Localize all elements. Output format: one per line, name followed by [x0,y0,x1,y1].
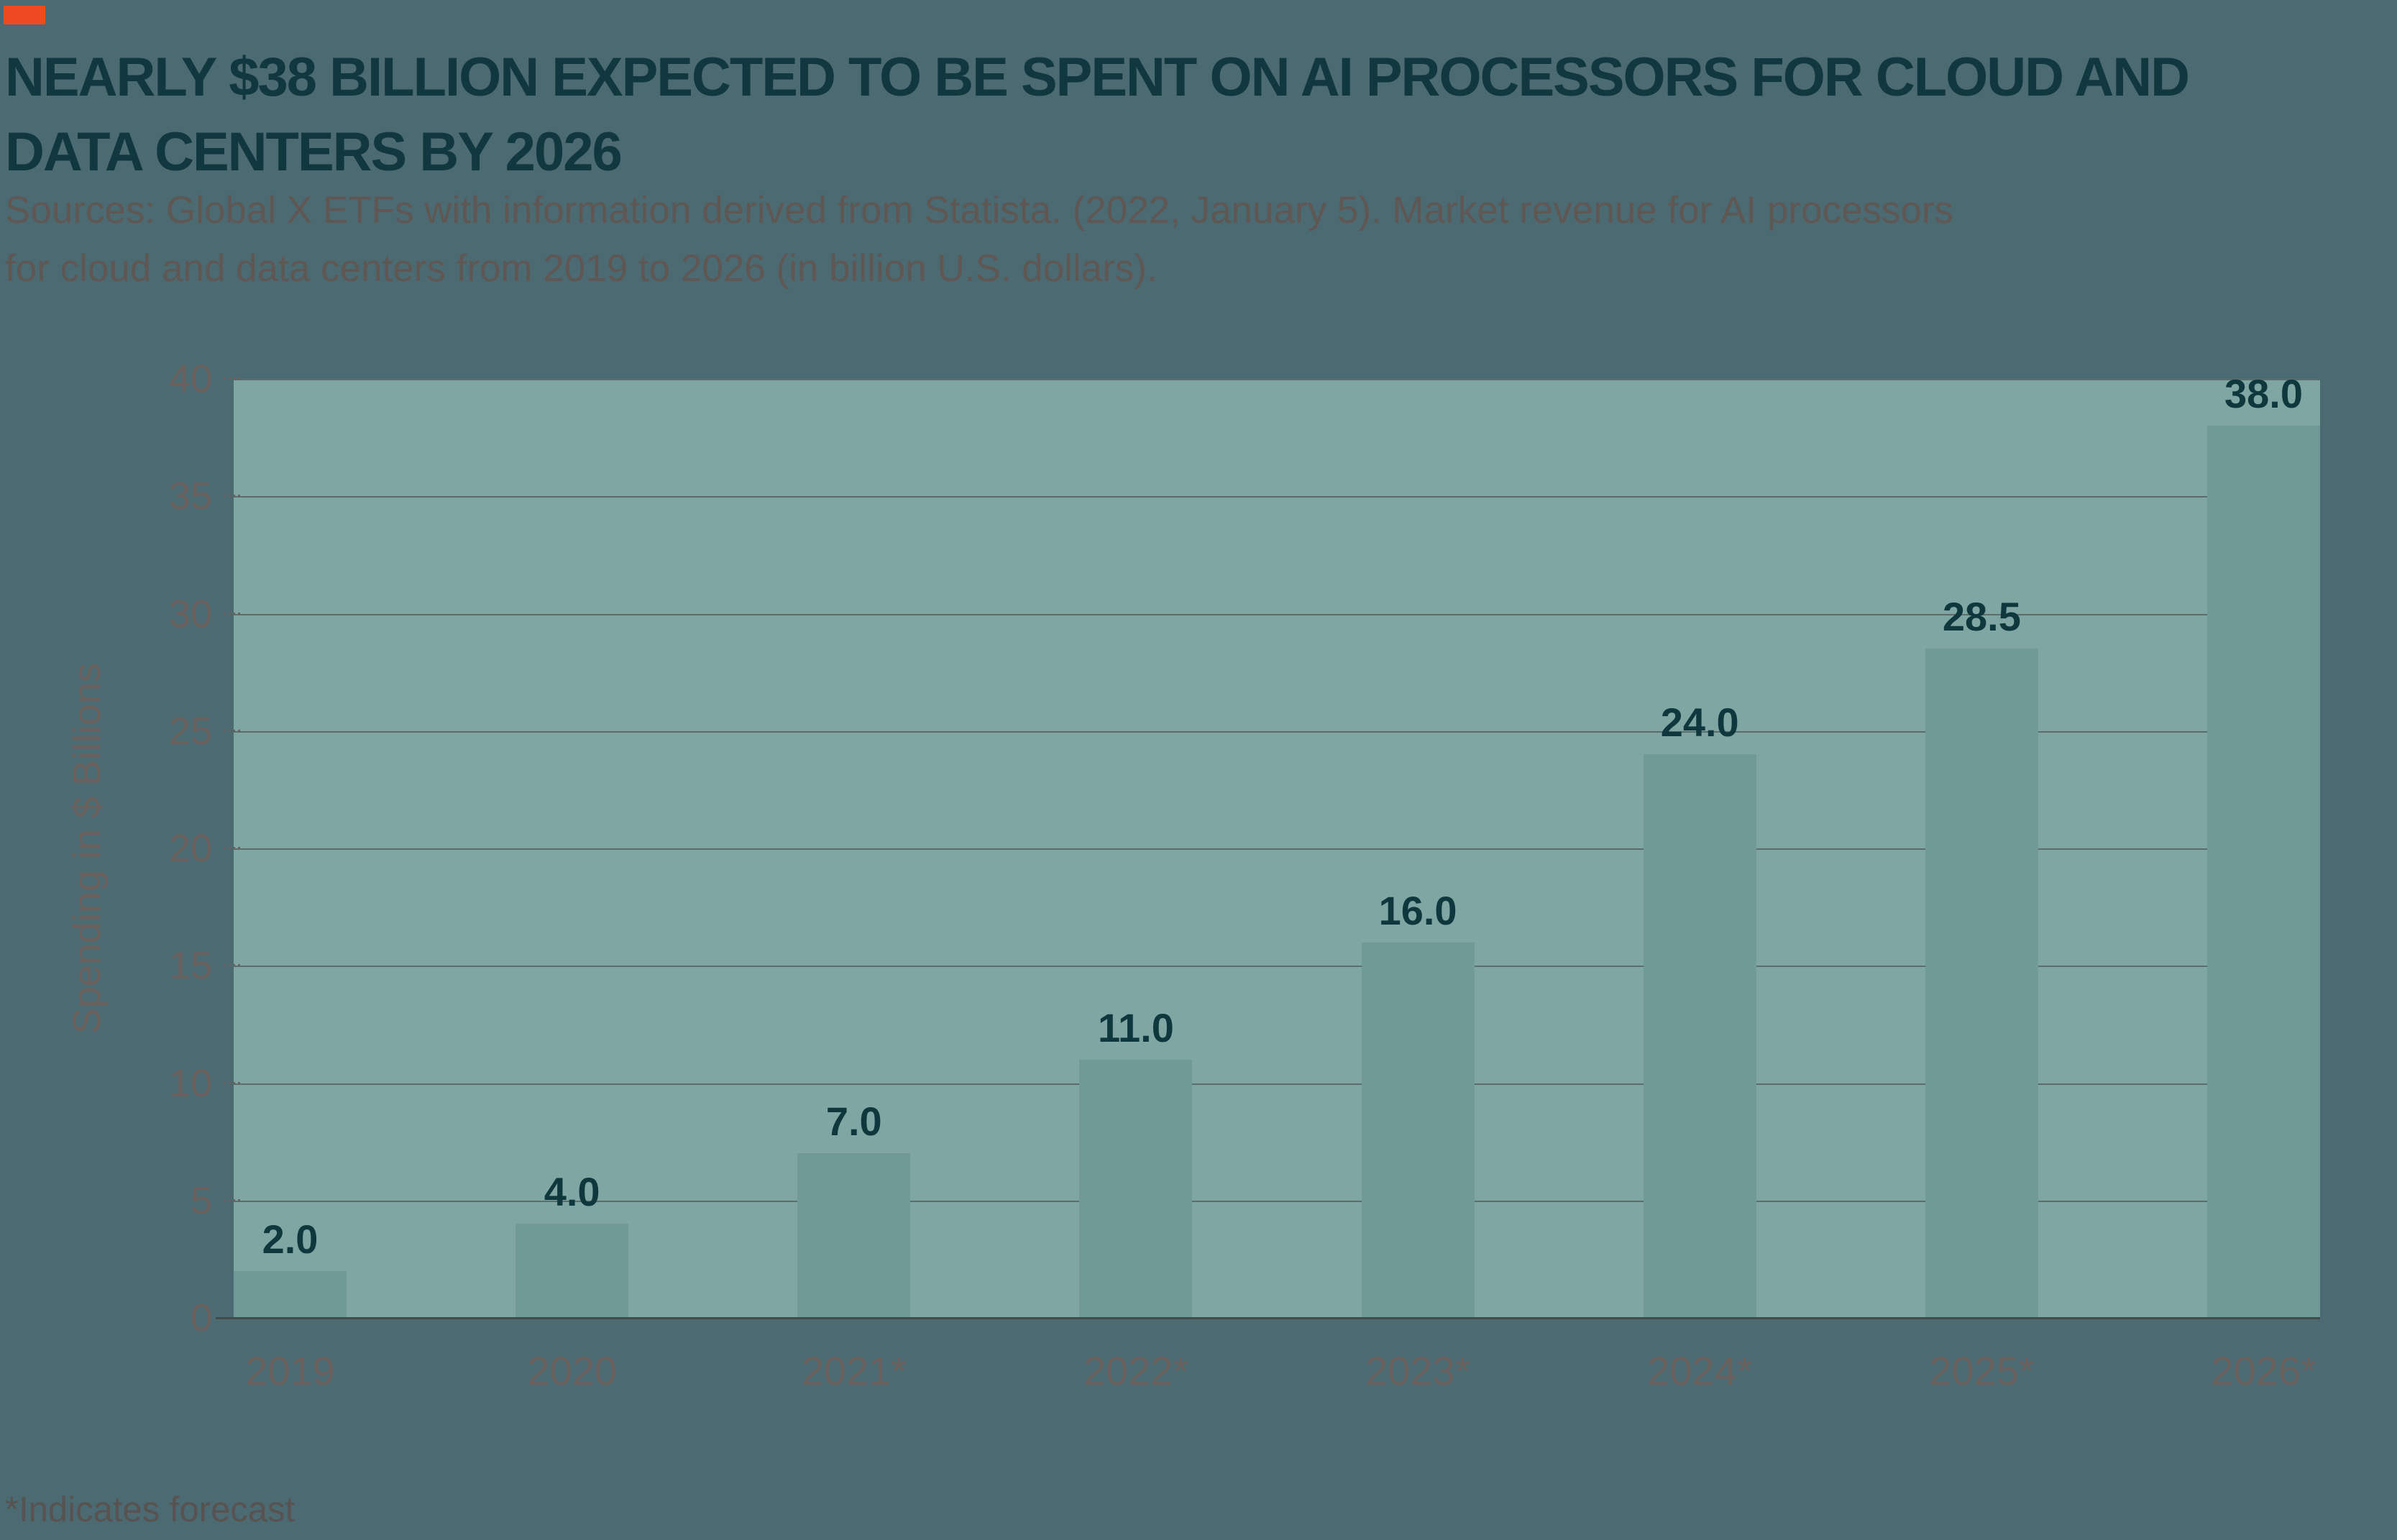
forecast-footnote: *Indicates forecast [5,1490,295,1529]
gridline-25 [234,730,2320,733]
bar-value-label: 7.0 [825,1099,882,1145]
bar-2019 [234,1270,347,1318]
bar-value-label: 16.0 [1378,887,1457,933]
y-tick-mark-40 [224,377,240,380]
x-tick-label: 2019 [245,1348,335,1393]
y-tick-label: 30 [168,592,212,636]
y-tick-mark-10 [224,1081,240,1084]
y-tick-label: 20 [168,827,212,870]
accent-bar [4,6,45,24]
x-tick-label: 2022* [1083,1348,1189,1393]
y-tick-label: 15 [168,944,212,988]
y-tick-label: 40 [168,357,212,400]
x-tick-label: 2026* [2211,1348,2316,1393]
bar-value-label: 24.0 [1660,700,1739,746]
gridline-15 [234,966,2320,968]
bar-2021* [797,1153,911,1318]
bar-2020 [515,1224,629,1318]
gridline-40 [234,379,2320,380]
x-tick-label: 2023* [1365,1348,1471,1393]
bar-value-label: 11.0 [1097,1004,1174,1050]
page-title-line-1: NEARLY $38 BILLION EXPECTED TO BE SPENT … [5,47,2190,108]
bar-value-label: 2.0 [262,1216,318,1262]
bar-value-label: 28.5 [1942,594,2021,640]
y-tick-label: 0 [190,1296,212,1339]
gridline-35 [234,496,2320,498]
x-tick-label: 2021* [801,1348,907,1393]
plot-area [234,379,2320,1318]
bar-value-label: 4.0 [544,1169,600,1215]
gridline-30 [234,613,2320,615]
bar-value-label: 38.0 [2224,371,2303,417]
y-tick-label: 25 [168,709,212,753]
bar-2022* [1079,1059,1193,1318]
gridline-20 [234,848,2320,850]
y-tick-label: 35 [168,475,212,518]
bar-2024* [1643,754,1756,1318]
source-line-2: for cloud and data centers from 2019 to … [5,247,1158,290]
page-title-line-2: DATA CENTERS BY 2026 [5,122,623,183]
gridline-10 [234,1083,2320,1085]
page-title: NEARLY $38 BILLION EXPECTED TO BE SPENT … [5,40,2349,190]
y-tick-mark-30 [224,612,240,615]
y-tick-mark-25 [224,729,240,732]
y-tick-label: 10 [168,1061,212,1105]
x-axis-line [216,1317,2320,1319]
x-tick-label: 2025* [1929,1348,2035,1393]
y-tick-mark-35 [224,495,240,498]
x-tick-label: 2020 [527,1348,617,1393]
x-tick-label: 2024* [1647,1348,1753,1393]
bar-2025* [1925,648,2038,1318]
source-attribution: Sources: Global X ETFs with information … [5,181,2349,298]
y-tick-mark-15 [224,964,240,967]
source-line-1: Sources: Global X ETFs with information … [5,189,1954,232]
y-tick-label: 5 [190,1178,212,1222]
y-tick-mark-20 [224,847,240,849]
y-tick-mark-5 [224,1198,240,1201]
bar-2023* [1361,942,1475,1318]
gridline-5 [234,1200,2320,1202]
bar-2026* [2207,426,2320,1318]
